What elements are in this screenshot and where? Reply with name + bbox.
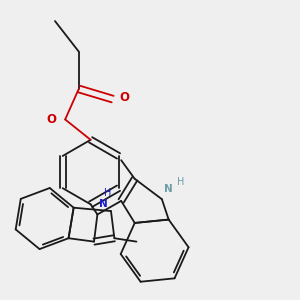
Text: H: H bbox=[104, 188, 111, 197]
Text: N: N bbox=[99, 200, 108, 209]
Text: H: H bbox=[177, 177, 184, 187]
Text: N: N bbox=[164, 184, 172, 194]
Text: O: O bbox=[47, 113, 57, 126]
Text: O: O bbox=[119, 91, 130, 104]
